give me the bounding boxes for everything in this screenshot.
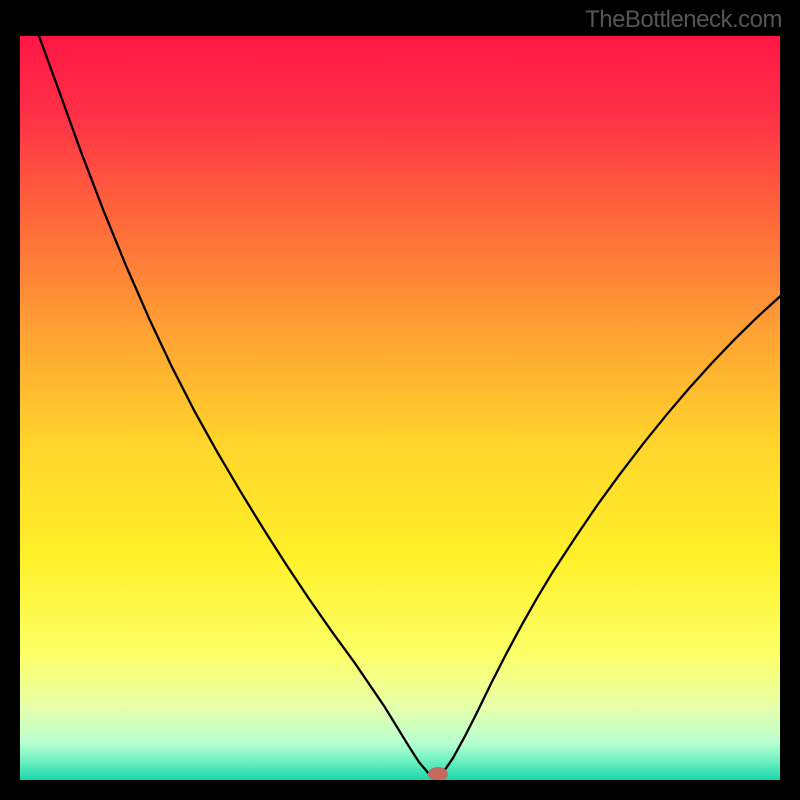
watermark-text: TheBottleneck.com	[585, 6, 782, 34]
chart-container: { "watermark": { "text": "TheBottleneck.…	[0, 0, 800, 800]
bottleneck-chart	[0, 0, 800, 800]
gradient-background	[20, 36, 780, 780]
optimal-point-marker	[428, 767, 448, 781]
